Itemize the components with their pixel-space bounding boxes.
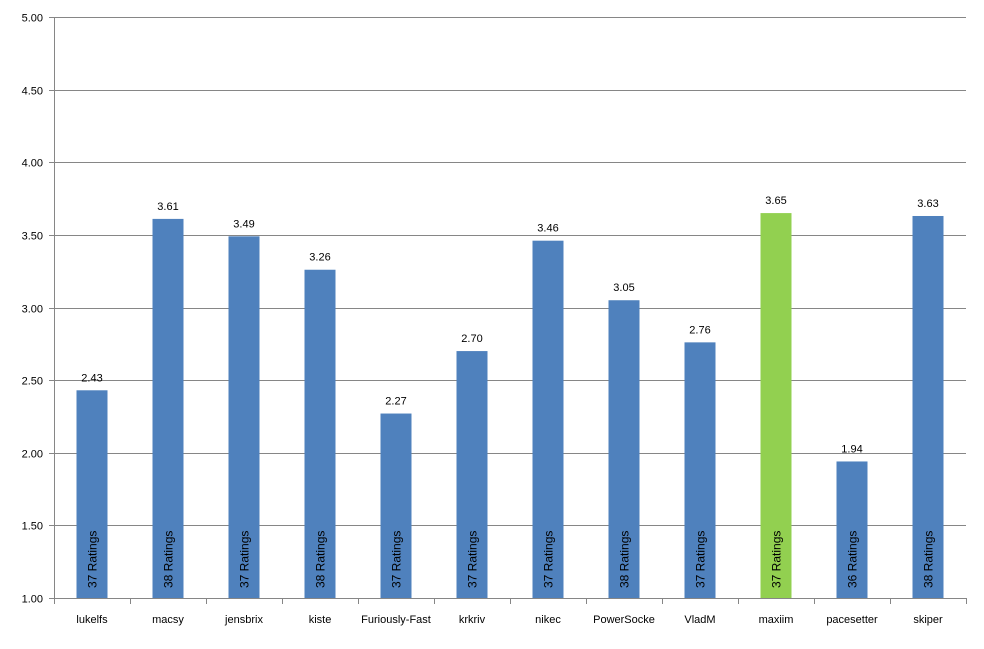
x-tick-label: Furiously-Fast	[361, 614, 431, 626]
labels: 1.00 1.50 2.00 2.50 3.00 3.50 4.00 4.50 5.00 2.43…	[22, 13, 943, 627]
x-tick-label: PowerSocke	[593, 614, 655, 626]
data-label: 2.27	[385, 396, 406, 408]
x-tick-label: skiper	[913, 614, 943, 626]
y-tick-label: 5.00	[22, 13, 43, 25]
data-label: 3.65	[765, 195, 786, 207]
ratings-label: 37 Ratings	[466, 531, 480, 588]
y-tick-label: 1.50	[22, 521, 43, 533]
ratings-label: 36 Ratings	[846, 531, 860, 588]
y-tick-label: 1.00	[22, 594, 43, 606]
ratings-label: 38 Ratings	[922, 531, 936, 588]
bar-macsy	[152, 218, 184, 598]
grid-lines	[54, 17, 966, 526]
ratings-label: 37 Ratings	[390, 531, 404, 588]
data-label: 1.94	[841, 443, 862, 455]
x-tick-label: jensbrix	[224, 614, 263, 626]
bar-furiously-fast	[380, 413, 412, 598]
y-tick-label: 3.00	[22, 304, 43, 316]
bar-powersocke	[608, 300, 640, 598]
bar-lukelfs	[76, 390, 108, 598]
y-tick-label: 2.50	[22, 376, 43, 388]
bar-krkriv	[456, 351, 488, 598]
bars	[76, 213, 944, 598]
data-label: 3.05	[613, 282, 634, 294]
ratings-label: 38 Ratings	[618, 531, 632, 588]
data-label: 3.46	[537, 223, 558, 235]
x-tick-label: maxiim	[759, 614, 794, 626]
data-label: 2.43	[81, 372, 102, 384]
data-label: 3.63	[917, 198, 938, 210]
x-tick-label: VladM	[684, 614, 715, 626]
axes	[49, 17, 967, 604]
data-label: 3.49	[233, 218, 254, 230]
ratings-label: 37 Ratings	[542, 531, 556, 588]
ratings-label: 37 Ratings	[770, 531, 784, 588]
bar-vladm	[684, 342, 716, 598]
y-tick-label: 2.00	[22, 449, 43, 461]
data-label: 2.76	[689, 324, 710, 336]
ratings-label: 37 Ratings	[86, 531, 100, 588]
bar-skiper	[912, 215, 944, 598]
ratings-label: 38 Ratings	[162, 531, 176, 588]
y-tick-label: 4.00	[22, 158, 43, 170]
bar-maxiim	[760, 213, 792, 598]
ratings-label: 37 Ratings	[238, 531, 252, 588]
ratings-label: 38 Ratings	[314, 531, 328, 588]
bar-pacesetter	[836, 461, 868, 598]
data-label: 3.26	[309, 252, 330, 264]
x-tick-label: krkriv	[459, 614, 486, 626]
y-tick-label: 3.50	[22, 231, 43, 243]
y-tick-label: 4.50	[22, 86, 43, 98]
x-tick-label: kiste	[309, 614, 332, 626]
bar-nikec	[532, 240, 564, 598]
x-tick-label: pacesetter	[826, 614, 878, 626]
data-label: 3.61	[157, 201, 178, 213]
x-tick-label: nikec	[535, 614, 561, 626]
data-label: 2.70	[461, 333, 482, 345]
x-tick-label: macsy	[152, 614, 184, 626]
bar-kiste	[304, 269, 336, 598]
bar-jensbrix	[228, 236, 260, 598]
ratings-label: 37 Ratings	[694, 531, 708, 588]
x-tick-label: lukelfs	[76, 614, 108, 626]
